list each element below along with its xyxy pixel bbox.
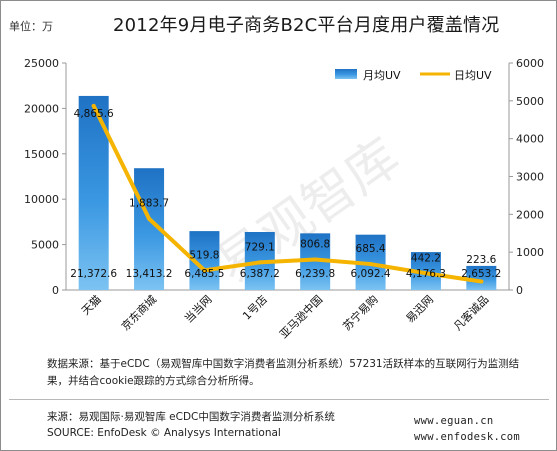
line-value-label: 685.4: [356, 243, 386, 255]
x-category-label: 京东商城: [118, 292, 159, 333]
chart-title: 2012年9月电子商务B2C平台月度用户覆盖情况: [113, 15, 500, 36]
line-point-4: [313, 257, 318, 262]
unit-label: 单位：万: [9, 20, 53, 33]
line-point-5: [368, 262, 373, 267]
y-right-tick-label: 6000: [516, 57, 544, 70]
line-point-0: [91, 103, 96, 108]
y-right-tick-label: 1000: [516, 246, 544, 259]
line-point-7: [479, 279, 484, 284]
line-point-2: [202, 268, 207, 273]
chart-area: 易观智库050001000015000200002500001000200030…: [24, 57, 544, 341]
bar-value-label: 2,653.2: [461, 268, 501, 280]
x-category-label: 易迅网: [404, 293, 437, 326]
bar-value-label: 21,372.6: [70, 268, 117, 280]
x-category-label: 亚马逊中国: [277, 293, 325, 341]
line-point-3: [257, 260, 262, 265]
line-value-label: 729.1: [245, 241, 275, 253]
bar-value-label: 4,176.3: [406, 268, 446, 280]
source-block: 来源：易观国际·易观智库 eCDC中国数字消费者监测分析系统 SOURCE: E…: [47, 409, 335, 441]
website-enfodesk: www.enfodesk.com: [414, 431, 520, 443]
line-value-label: 519.8: [189, 249, 219, 261]
line-series-daily-uv: [91, 103, 484, 284]
bar-value-label: 6,387.2: [240, 268, 280, 280]
y-right-tick-label: 5000: [516, 95, 544, 108]
bar-value-label: 6,485.5: [184, 268, 224, 280]
bar-value-label: 6,092.4: [351, 268, 391, 280]
y-left-tick-label: 10000: [24, 193, 59, 206]
legend-bar-swatch: [335, 69, 357, 79]
y-left-tick-label: 20000: [24, 102, 59, 115]
y-left-tick-label: 5000: [31, 239, 59, 252]
line-value-label: 806.8: [300, 238, 330, 250]
source-english: SOURCE: EnfoDesk © Analysys Internationa…: [47, 427, 281, 439]
bar-7: [466, 265, 497, 290]
line-point-6: [423, 271, 428, 276]
line-value-label: 4,865.6: [74, 108, 114, 120]
line-point-1: [147, 216, 152, 221]
x-category-label: 天猫: [79, 293, 104, 318]
legend-line-label: 日均UV: [454, 69, 492, 82]
y-right-tick-label: 2000: [516, 208, 544, 221]
x-category-label: 凡客诚品: [450, 292, 491, 333]
y-left-tick-label: 0: [52, 284, 59, 297]
line-value-label: 442.2: [411, 252, 441, 264]
y-right-tick-label: 0: [516, 284, 523, 297]
x-category-label: 1号店: [240, 292, 270, 322]
y-left-tick-label: 25000: [24, 57, 59, 70]
y-right-tick-label: 3000: [516, 171, 544, 184]
y-left-tick-label: 15000: [24, 148, 59, 161]
footer-divider: [9, 399, 549, 400]
x-category-label: 苏宁易购: [340, 292, 381, 333]
source-chinese: 来源：易观国际·易观智库 eCDC中国数字消费者监测分析系统: [47, 411, 335, 423]
bar-value-label: 13,413.2: [126, 268, 173, 280]
data-source-note: 数据来源：基于eCDC（易观智库中国数字消费者监测分析系统）57231活跃样本的…: [47, 358, 520, 387]
line-value-label: 1,883.7: [129, 198, 169, 210]
legend-bar-label: 月均UV: [363, 69, 401, 82]
website-block: www.eguan.cn www.enfodesk.com: [414, 413, 520, 445]
bar-value-label: 6,239.8: [295, 268, 335, 280]
line-value-label: 223.6: [466, 254, 496, 266]
website-eguan: www.eguan.cn: [414, 415, 494, 427]
y-right-tick-label: 4000: [516, 133, 544, 146]
x-category-label: 当当网: [181, 292, 214, 325]
